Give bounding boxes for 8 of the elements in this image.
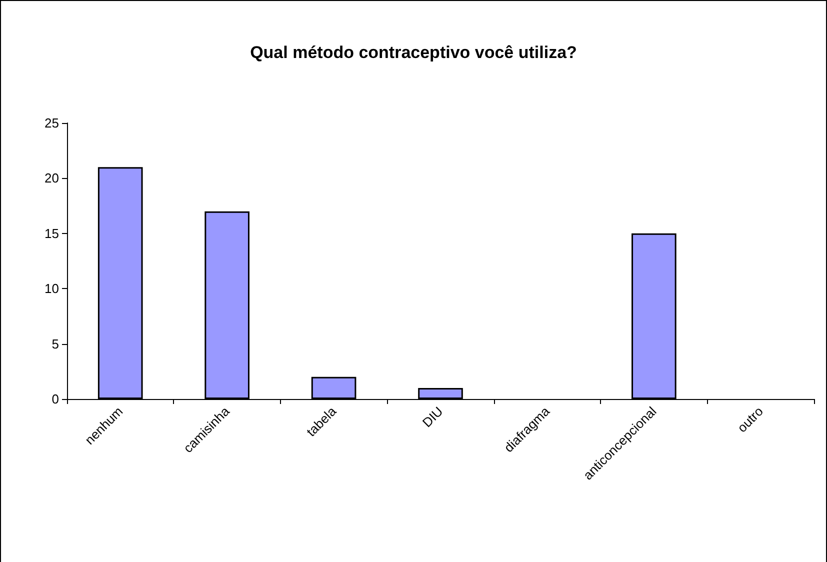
- y-tick-label: 10: [44, 281, 59, 296]
- y-tick-label: 0: [52, 392, 59, 406]
- y-tick-label: 25: [44, 116, 59, 130]
- chart-title: Qual método contraceptivo você utiliza?: [250, 43, 577, 62]
- x-tick-label: DIU: [419, 404, 446, 430]
- y-tick-label: 15: [44, 226, 59, 241]
- y-tick-label: 5: [52, 336, 59, 352]
- y-tick-label: 20: [44, 170, 59, 186]
